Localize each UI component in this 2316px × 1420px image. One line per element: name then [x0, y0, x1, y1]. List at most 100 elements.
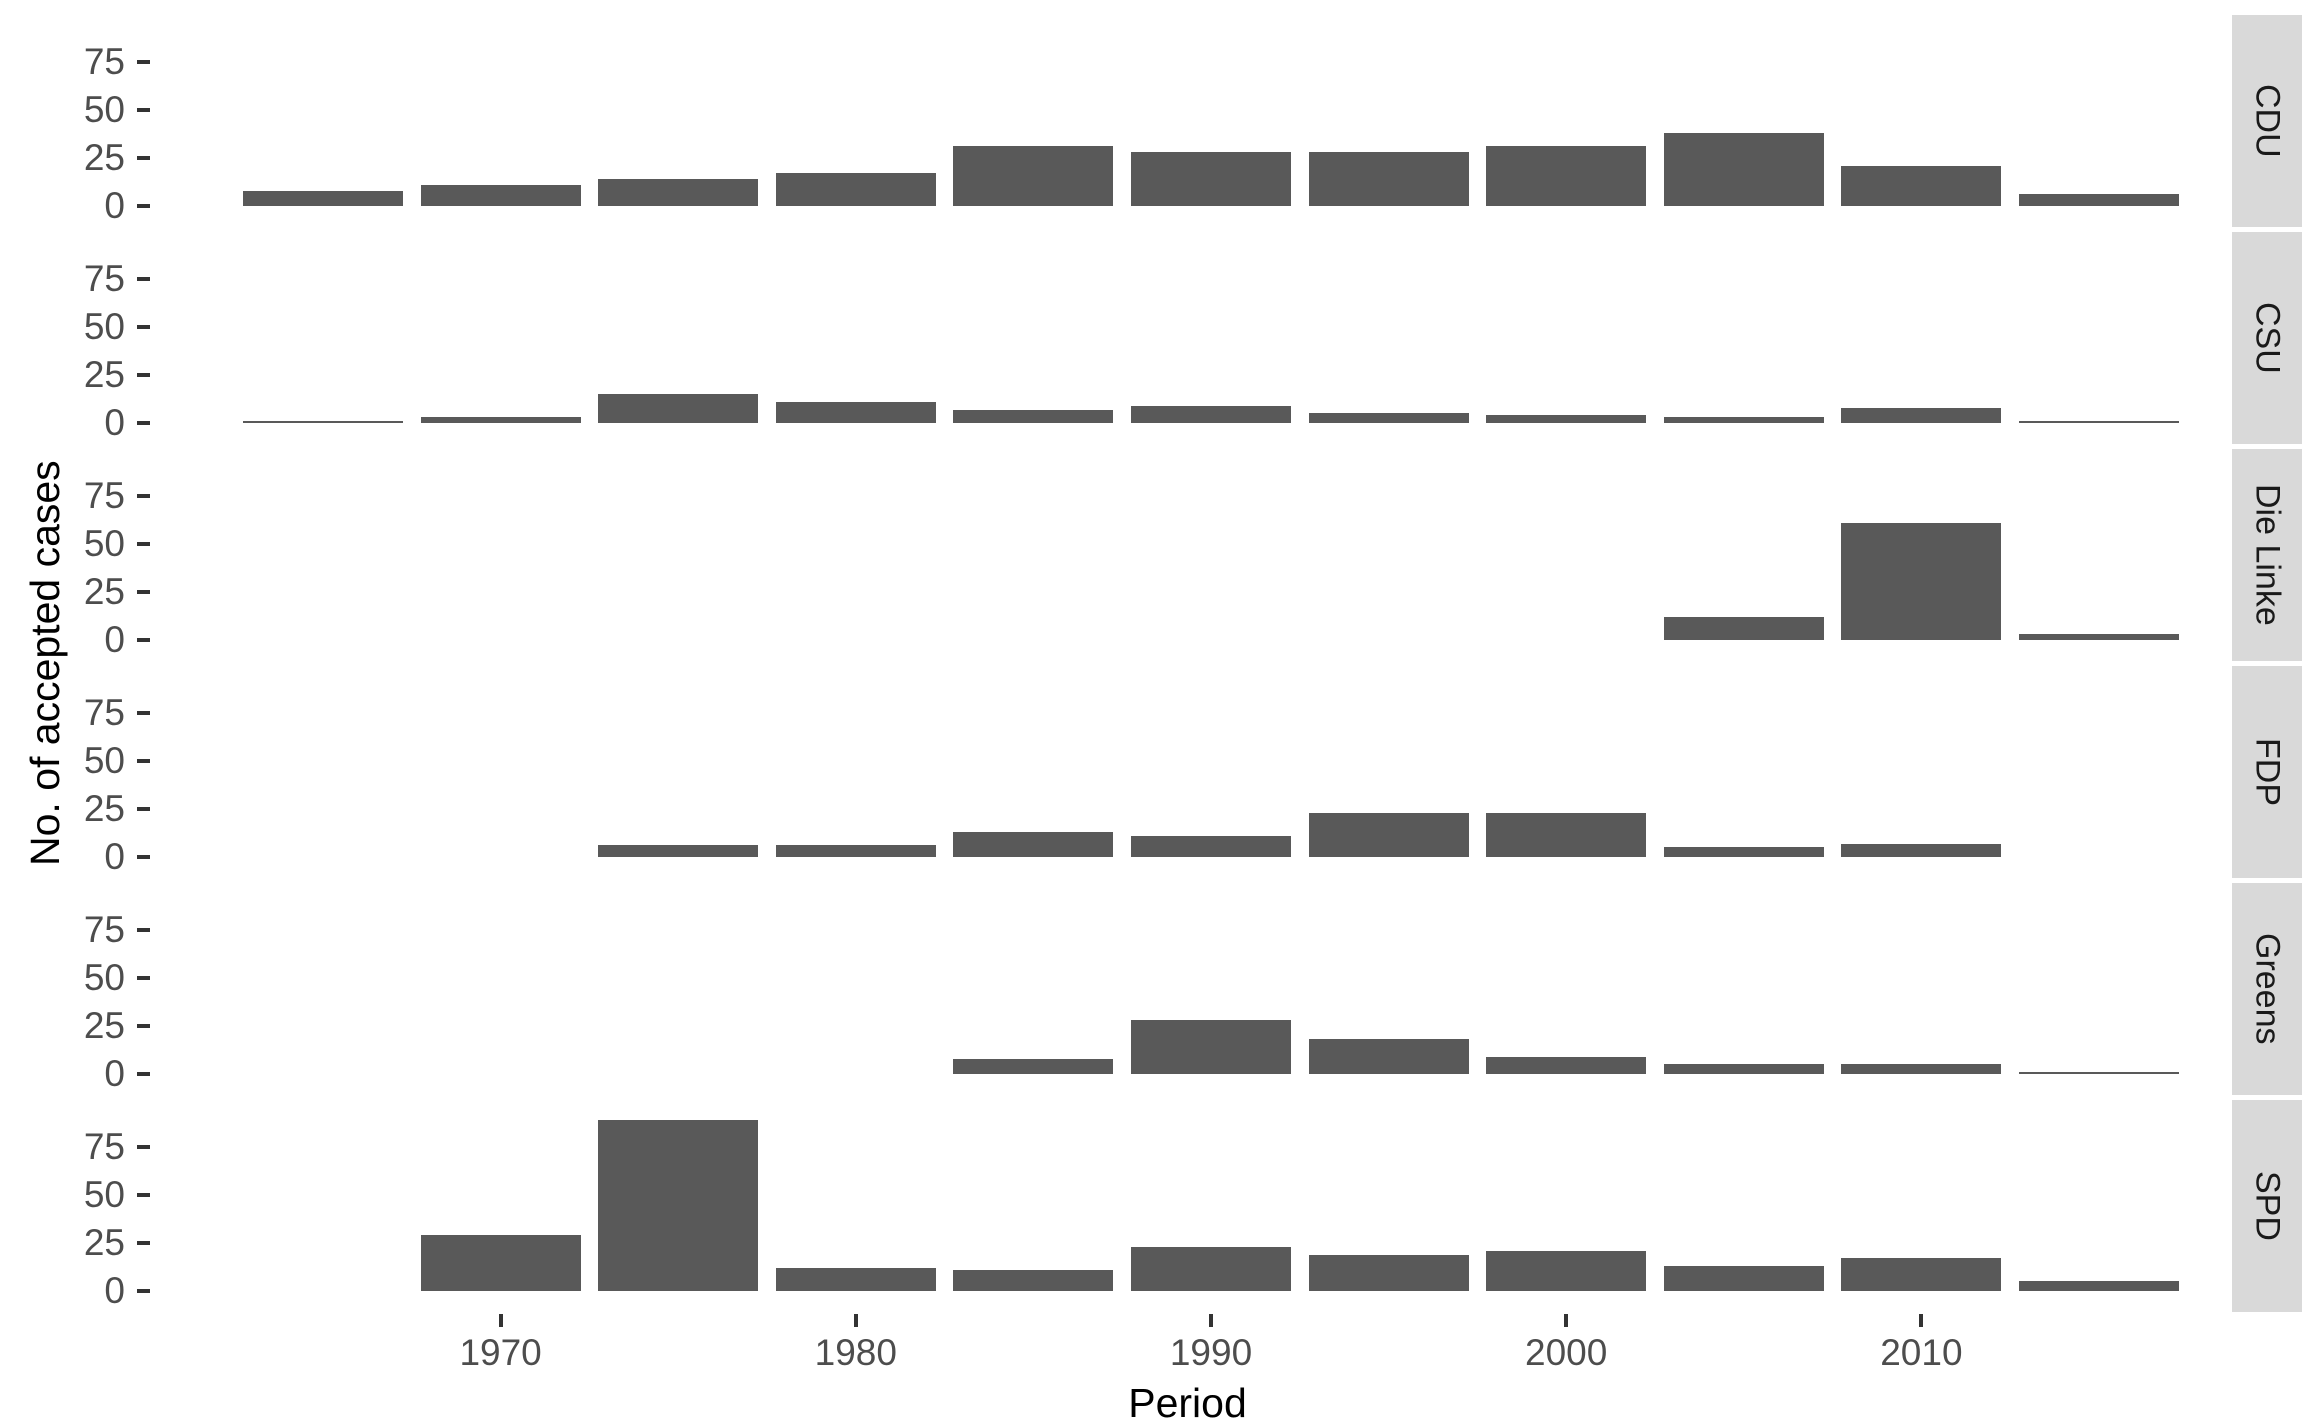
bar-csu-2015 [2019, 421, 2179, 423]
x-axis-tick-label: 1990 [1169, 1332, 1253, 1373]
facet-strip-label: CSU [2248, 302, 2287, 374]
y-axis-tick-mark [137, 1241, 150, 1245]
y-axis-tick-mark [137, 855, 150, 859]
bar-spd-2005 [1663, 1266, 1824, 1291]
x-axis-tick-mark [498, 1314, 503, 1327]
y-axis-tick-mark [137, 711, 150, 715]
y-axis-tick-mark [137, 373, 150, 377]
y-axis-tick-label: 75 [83, 692, 125, 733]
bar-csu-1990 [1131, 405, 1291, 423]
bar-fdp-2005 [1663, 847, 1824, 857]
y-axis-tick-mark [137, 590, 150, 594]
bar-spd-2000 [1486, 1250, 1647, 1291]
bar-cdu-2015 [2019, 194, 2179, 206]
y-axis-tick-label: 50 [83, 957, 125, 998]
y-axis-tick-label: 0 [104, 1270, 125, 1311]
y-axis-tick-label: 25 [83, 1005, 125, 1046]
y-axis-tick-label: 0 [104, 185, 125, 226]
bar-csu-2000 [1486, 415, 1647, 423]
bar-csu-2005 [1663, 417, 1824, 423]
x-axis-tick-label: 1970 [459, 1332, 542, 1373]
y-axis-tick-label: 75 [83, 41, 125, 82]
y-axis-tick-label: 0 [104, 1053, 125, 1094]
x-axis-tick-label: 1980 [814, 1332, 897, 1373]
y-axis-tick-label: 0 [104, 836, 125, 877]
y-axis-tick-mark [137, 759, 150, 763]
y-axis-tick-label: 75 [83, 258, 125, 299]
facet-strip-label: Die Linke [2248, 484, 2287, 626]
bar-spd-2010 [1841, 1258, 2002, 1291]
y-axis-tick-label: 25 [83, 354, 125, 395]
bar-fdp-1990 [1131, 835, 1291, 857]
facet-strip-label: FDP [2248, 738, 2287, 806]
y-axis-tick-mark [137, 976, 150, 980]
bar-csu-2010 [1841, 407, 2002, 423]
bar-fdp-2010 [1841, 843, 2002, 857]
y-axis-tick-label: 0 [104, 619, 125, 660]
bar-spd-1995 [1308, 1254, 1469, 1291]
y-axis-tick-mark [137, 277, 150, 281]
y-axis-tick-mark [137, 638, 150, 642]
facet-strip-greens: Greens [2232, 883, 2302, 1095]
y-axis-tick-mark [137, 542, 150, 546]
x-axis-tick-mark [853, 1314, 858, 1327]
bar-cdu-1990 [1131, 152, 1291, 206]
bar-fdp-2000 [1486, 812, 1647, 857]
y-axis-tick-label: 25 [83, 788, 125, 829]
facet-strip-csu: CSU [2232, 232, 2302, 444]
bar-die-linke-2005 [1663, 616, 1824, 640]
facet-strip-label: CDU [2248, 84, 2287, 158]
bar-csu-1980 [775, 401, 936, 423]
y-axis-tick-label: 75 [83, 909, 125, 950]
bar-fdp-1985 [953, 832, 1114, 857]
bar-greens-2015 [2019, 1072, 2179, 1074]
bar-spd-2015 [2019, 1281, 2179, 1291]
y-axis-tick-label: 50 [83, 1174, 125, 1215]
y-axis-tick-mark [137, 928, 150, 932]
bar-fdp-1975 [598, 845, 759, 857]
y-axis-tick-mark [137, 421, 150, 425]
facet-strip-fdp: FDP [2232, 666, 2302, 878]
bar-cdu-1995 [1308, 152, 1469, 206]
bar-die-linke-2015 [2019, 634, 2179, 640]
facet-strip-label: SPD [2248, 1171, 2287, 1241]
y-axis-tick-label: 75 [83, 475, 125, 516]
y-axis-tick-label: 50 [83, 740, 125, 781]
bar-greens-1990 [1131, 1020, 1291, 1074]
bar-spd-1990 [1131, 1246, 1291, 1291]
bar-cdu-2000 [1486, 146, 1647, 206]
y-axis-tick-mark [137, 325, 150, 329]
x-axis-tick-mark [1564, 1314, 1569, 1327]
y-axis-tick-label: 0 [104, 402, 125, 443]
bar-spd-1985 [953, 1269, 1114, 1291]
y-axis-tick-mark [137, 1289, 150, 1293]
y-axis-tick-label: 25 [83, 137, 125, 178]
y-axis-tick-mark [137, 494, 150, 498]
bar-csu-1975 [598, 394, 759, 423]
y-axis-tick-mark [137, 60, 150, 64]
y-axis-tick-mark [137, 1072, 150, 1076]
x-axis-tick-label: 2010 [1880, 1332, 1963, 1373]
bar-greens-2005 [1663, 1064, 1824, 1074]
x-axis-title: Period [1128, 1380, 1247, 1420]
bar-fdp-1980 [775, 845, 936, 857]
bar-spd-1975 [598, 1120, 759, 1291]
bar-cdu-2010 [1841, 165, 2002, 206]
y-axis-tick-label: 50 [83, 523, 125, 564]
bar-greens-1995 [1308, 1039, 1469, 1074]
y-axis-tick-label: 25 [83, 571, 125, 612]
bar-cdu-2005 [1663, 133, 1824, 206]
y-axis-tick-label: 50 [83, 89, 125, 130]
y-axis-tick-label: 50 [83, 306, 125, 347]
bar-die-linke-2010 [1841, 522, 2002, 640]
bar-cdu-1975 [598, 179, 759, 206]
bar-greens-1985 [953, 1058, 1114, 1074]
y-axis-tick-mark [137, 1193, 150, 1197]
x-axis-tick-mark [1209, 1314, 1213, 1327]
y-axis-tick-mark [137, 1024, 150, 1028]
bar-cdu-1970 [420, 184, 581, 206]
bar-cdu-1965 [243, 190, 403, 206]
bar-greens-2010 [1841, 1064, 2002, 1074]
y-axis-tick-label: 75 [83, 1126, 125, 1167]
